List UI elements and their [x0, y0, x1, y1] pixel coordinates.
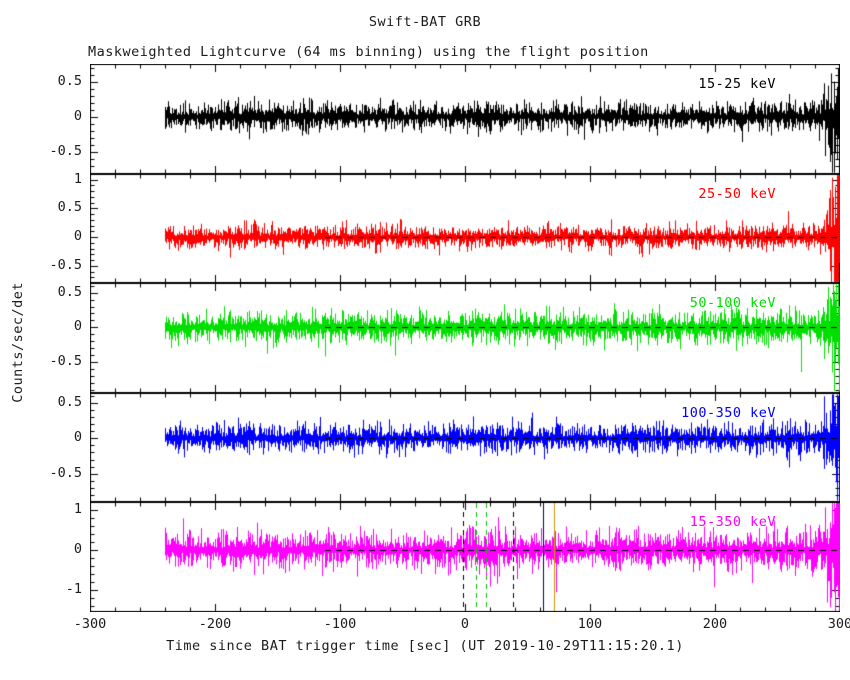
x-tick-label: 200 [702, 616, 728, 632]
panel-canvas-100-350-kev [90, 393, 840, 502]
x-tick-label: -300 [73, 616, 107, 632]
band-label-100-350-kev: 100-350 keV [681, 405, 776, 421]
x-tick-label: 100 [577, 616, 603, 632]
panel-canvas-25-50-kev [90, 174, 840, 283]
y-tick-label: 1 [73, 501, 82, 517]
x-tick-label: -100 [323, 616, 357, 632]
y-tick-label: 0 [73, 429, 82, 446]
y-tick-label: 0 [73, 228, 82, 245]
y-tick-label: 1 [73, 170, 82, 187]
x-tick-label: 300 [827, 616, 850, 632]
y-tick-label: -1 [65, 581, 82, 597]
panel-15-25-kev: 15-25 keV [90, 64, 840, 174]
x-tick-label: 0 [460, 616, 470, 632]
y-tick-label: -0.5 [49, 142, 82, 159]
panel-15-350-kev: 15-350 keV [90, 502, 840, 612]
chart-subtitle: Maskweighted Lightcurve (64 ms binning) … [88, 44, 649, 60]
band-label-25-50-kev: 25-50 keV [698, 186, 776, 202]
y-tick-label: 0.5 [57, 393, 82, 410]
y-tick-label: -0.5 [49, 256, 82, 273]
y-tick-label: 0.5 [57, 199, 82, 216]
band-label-15-350-kev: 15-350 keV [689, 514, 776, 530]
panel-25-50-kev: 25-50 keV [90, 174, 840, 283]
y-tick-label: -0.5 [49, 464, 82, 481]
chart-title: Swift-BAT GRB [368, 14, 482, 30]
y-tick-label: 0.5 [57, 283, 82, 300]
panel-canvas-15-350-kev [90, 502, 840, 612]
y-tick-label: 0.5 [57, 72, 82, 89]
y-tick-label: 0 [73, 541, 82, 557]
y-tick-label: -0.5 [49, 352, 82, 369]
panels-container: 15-25 keV 25-50 keV 50-100 keV 100-350 keV 1… [90, 64, 840, 612]
y-tick-label: 0 [73, 318, 82, 335]
panel-100-350-kev: 100-350 keV [90, 393, 840, 502]
x-axis-label: Time since BAT trigger time [sec] (UT 20… [166, 638, 684, 654]
band-label-15-25-kev: 15-25 keV [698, 76, 776, 92]
panel-canvas-50-100-kev [90, 283, 840, 393]
y-tick-label: 0 [73, 107, 82, 124]
y-axis-label: Counts/sec/det [10, 282, 26, 403]
band-label-50-100-kev: 50-100 keV [689, 295, 776, 311]
panel-50-100-kev: 50-100 keV [90, 283, 840, 393]
x-tick-label: -200 [198, 616, 232, 632]
panel-canvas-15-25-kev [90, 64, 840, 174]
